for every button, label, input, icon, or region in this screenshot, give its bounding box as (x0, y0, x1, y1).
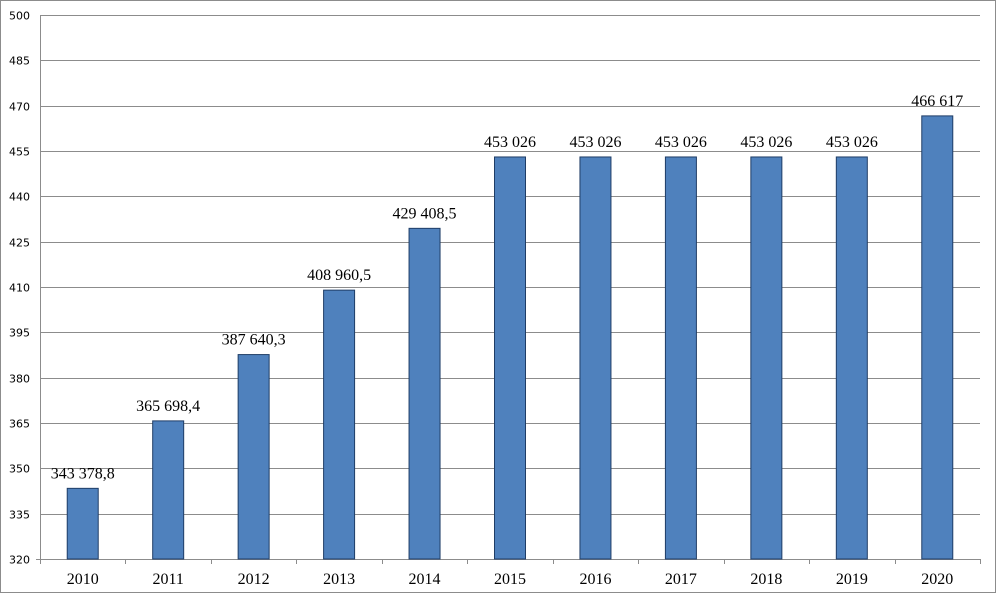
data-label: 453 026 (740, 134, 792, 151)
data-label: 453 026 (826, 134, 878, 151)
data-label: 429 408,5 (393, 205, 457, 222)
x-tick-label: 2019 (836, 571, 868, 588)
x-tick-label: 2012 (238, 571, 270, 588)
bar-2011 (152, 420, 185, 560)
y-tick-label: 410 (9, 282, 30, 295)
x-tick-label: 2013 (323, 571, 355, 588)
y-tick-label: 440 (9, 191, 30, 204)
bar-2012 (237, 354, 270, 560)
y-tick-label: 380 (9, 373, 30, 386)
data-label: 453 026 (484, 134, 536, 151)
data-label: 466 617 (911, 93, 963, 110)
bar-2018 (750, 156, 783, 560)
y-tick-label: 470 (9, 101, 30, 114)
y-tick-label: 335 (9, 509, 30, 522)
y-tick-label: 395 (9, 327, 30, 340)
bar-2014 (408, 227, 441, 560)
x-tick-label: 2014 (409, 571, 441, 588)
bar-2016 (579, 156, 612, 560)
bar-2015 (494, 156, 526, 560)
data-label: 453 026 (569, 134, 621, 151)
data-label: 408 960,5 (307, 267, 371, 284)
x-tick-label: 2011 (152, 571, 183, 588)
data-label: 387 640,3 (222, 332, 286, 349)
y-tick-label: 350 (9, 463, 30, 476)
y-tick-label: 455 (9, 146, 30, 159)
y-tick-label: 485 (9, 55, 30, 68)
y-tick-label: 320 (9, 554, 30, 567)
x-tick-label: 2020 (921, 571, 953, 588)
y-tick-label: 365 (9, 418, 30, 431)
bar-2020 (921, 115, 954, 560)
y-tick-label: 500 (9, 10, 30, 23)
data-label: 453 026 (655, 134, 707, 151)
data-label: 343 378,8 (51, 465, 115, 482)
x-tick-label: 2015 (494, 571, 526, 588)
bar-2017 (664, 156, 697, 560)
bar-2019 (835, 156, 868, 560)
x-tick-label: 2017 (665, 571, 697, 588)
data-label: 365 698,4 (136, 398, 200, 415)
x-tick-label: 2016 (579, 571, 611, 588)
x-tick-label: 2018 (750, 571, 782, 588)
x-tick-label: 2010 (67, 571, 99, 588)
bar-2013 (323, 289, 356, 560)
bar-2010 (66, 487, 99, 560)
y-tick-label: 425 (9, 237, 30, 250)
